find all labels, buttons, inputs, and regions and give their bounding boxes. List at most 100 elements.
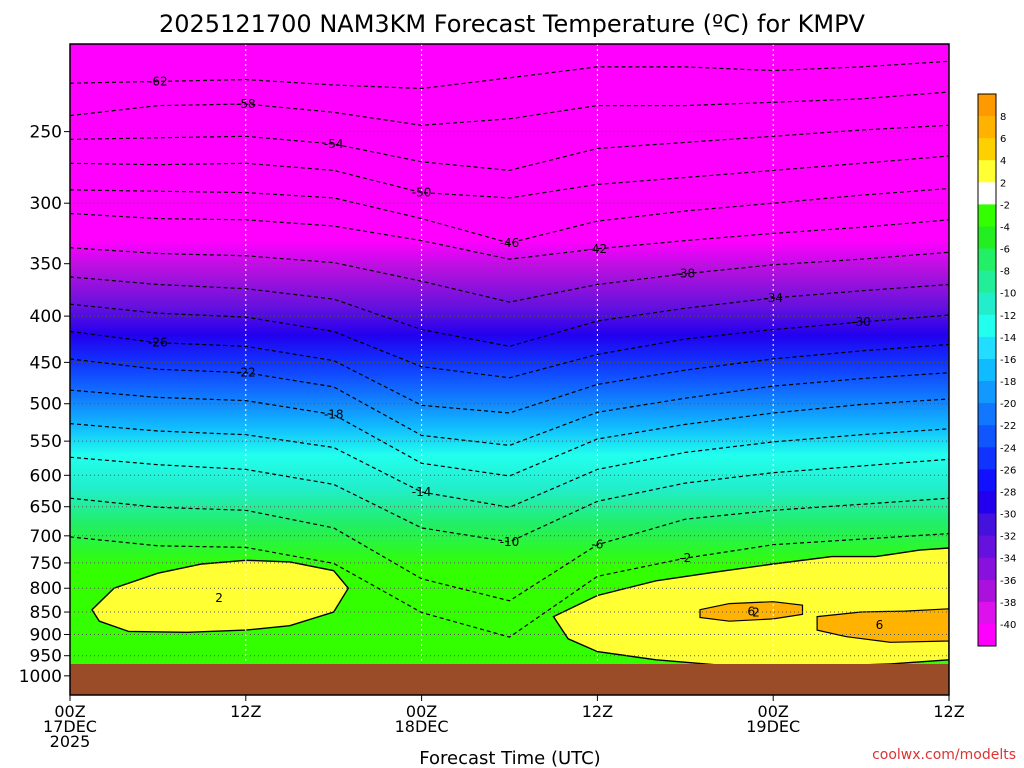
y-tick-label-250: 250 (30, 123, 62, 143)
warm-label-6-2: 6 (747, 605, 755, 619)
y-tick-label-300: 300 (30, 194, 62, 214)
colorbar-label-18: -30 (1000, 510, 1016, 521)
plot-frame (69, 43, 950, 696)
x-tick-label-0-1: 17DEC (43, 717, 97, 736)
x-tick-label-0-0: 00Z (54, 702, 85, 721)
x-tick-label-24-0: 00Z (406, 702, 437, 721)
colorbar-label-23: -40 (1000, 620, 1016, 631)
colorbar-swatch-2 (978, 138, 996, 161)
contour-label--58: -58 (236, 97, 256, 111)
y-tick-label-750: 750 (30, 554, 62, 574)
contour-line--42 (70, 212, 949, 260)
x-tick-label-12-0: 12Z (230, 702, 261, 721)
contour-label--54: -54 (324, 137, 344, 151)
colorbar-swatch-15 (978, 425, 996, 448)
credit-text: coolwx.com/modelts (872, 747, 1016, 763)
y-tick-label-350: 350 (30, 255, 62, 275)
contour-line--26 (70, 330, 949, 414)
contour-label--2: -2 (679, 551, 691, 565)
y-tick-label-550: 550 (30, 432, 62, 452)
colorbar-swatch-11 (978, 336, 996, 360)
y-tick-label-800: 800 (30, 579, 62, 599)
colorbar-swatch-17 (978, 469, 996, 492)
colorbar: 8 6 4 2 -2 -4 -6 -8 -10 -12 -14 -16 -18 -20 -22 -24 -26 -… (977, 93, 1016, 647)
warm-layers (91, 547, 949, 667)
contour-line--54 (70, 124, 949, 172)
contour-line--6 (70, 497, 949, 602)
contour-line--18 (70, 389, 949, 477)
y-tick-label-850: 850 (30, 603, 62, 623)
x-tick-label-60-0: 12Z (933, 702, 964, 721)
colorbar-label-17: -28 (1000, 487, 1016, 498)
contour-line--46 (70, 187, 949, 244)
colorbar-swatch-16 (978, 447, 996, 470)
y-tick-label-400: 400 (30, 307, 62, 327)
colorbar-swatch-4 (978, 182, 996, 205)
x-tick-label-36-0: 12Z (582, 702, 613, 721)
x-tick-label-24-1: 18DEC (395, 717, 449, 736)
warm-layer-6-2 (699, 601, 804, 622)
warm-layer-2-0 (91, 559, 350, 634)
plot-area: -62-58-54-50-46 -42-38-34-30-26-22-18-14-… (70, 44, 949, 695)
colorbar-label-21: -36 (1000, 576, 1016, 587)
warm-layer-6-3 (816, 608, 949, 643)
colorbar-frame (977, 93, 997, 647)
colorbar-swatch-20 (978, 535, 996, 559)
warm-label-2-0: 2 (215, 591, 223, 605)
colorbar-label-13: -20 (1000, 399, 1016, 410)
contour-line--58 (70, 91, 949, 126)
warm-label-2-1: 2 (752, 605, 760, 619)
colorbar-label-0: 8 (1000, 112, 1006, 123)
colorbar-label-20: -34 (1000, 554, 1016, 565)
contour-label--14: -14 (412, 485, 432, 499)
colorbar-label-6: -6 (1000, 245, 1010, 256)
colorbar-swatch-3 (978, 160, 996, 183)
contour-label--30: -30 (851, 315, 871, 329)
colorbar-label-10: -14 (1000, 333, 1016, 344)
colorbar-label-14: -22 (1000, 421, 1016, 432)
y-tick-label-1000: 1000 (19, 667, 62, 687)
contour-label--34: -34 (763, 291, 783, 305)
contour-label--62: -62 (148, 74, 168, 88)
colorbar-swatch-19 (978, 513, 996, 537)
x-tick-label-48-1: 19DEC (746, 717, 800, 736)
contour-label--42: -42 (588, 242, 608, 256)
y-tick-label-650: 650 (30, 498, 62, 518)
colorbar-swatch-12 (978, 359, 996, 382)
colorbar-swatch-1 (978, 116, 996, 139)
y-axis: 2503003504004505005506006507007508008509… (19, 123, 70, 687)
colorbar-label-16: -26 (1000, 465, 1016, 476)
y-tick-label-700: 700 (30, 527, 62, 547)
x-tick-label-48-0: 00Z (758, 702, 789, 721)
colorbar-swatch-10 (978, 314, 996, 338)
contour-lines: -62-58-54-50-46 -42-38-34-30-26-22-18-14-… (70, 60, 949, 638)
contour-line--22 (70, 358, 949, 447)
contour-line--38 (70, 247, 949, 303)
colorbar-label-5: -4 (1000, 222, 1010, 233)
grid-lines (70, 44, 949, 695)
colorbar-swatch-13 (978, 381, 996, 404)
contour-line--34 (70, 276, 949, 347)
colorbar-swatch-18 (978, 491, 996, 514)
contour-label--18: -18 (324, 408, 344, 422)
ground-surface (70, 664, 949, 695)
colorbar-label-19: -32 (1000, 532, 1016, 543)
x-axis-label: Forecast Time (UTC) (419, 748, 600, 768)
contour-label--38: -38 (675, 267, 695, 281)
colorbar-label-8: -10 (1000, 289, 1016, 300)
contour-line--10 (70, 456, 949, 543)
x-tick-label-0-2: 2025 (50, 732, 91, 751)
colorbar-label-9: -12 (1000, 311, 1016, 322)
colorbar-swatch-6 (978, 226, 996, 250)
contour-line--30 (70, 303, 949, 379)
y-tick-label-450: 450 (30, 353, 62, 373)
colorbar-swatch-5 (978, 204, 996, 227)
colorbar-label-3: 2 (1000, 178, 1006, 189)
contour-label--10: -10 (500, 535, 520, 549)
colorbar-swatch-8 (978, 270, 996, 294)
contour-label--46: -46 (500, 236, 520, 250)
colorbar-label-4: -2 (1000, 200, 1010, 211)
colorbar-label-1: 6 (1000, 134, 1006, 145)
colorbar-label-11: -16 (1000, 355, 1016, 366)
colorbar-swatch-21 (978, 557, 996, 581)
